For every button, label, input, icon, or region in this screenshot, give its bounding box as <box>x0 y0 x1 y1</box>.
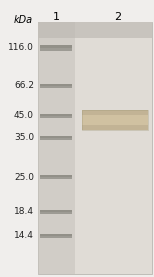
Bar <box>40 86 72 88</box>
Bar <box>40 175 72 179</box>
Bar <box>40 138 72 140</box>
Bar <box>82 115 148 125</box>
Bar <box>75 22 152 274</box>
Bar <box>40 234 72 238</box>
Bar <box>40 48 72 51</box>
Bar <box>40 84 72 88</box>
Bar <box>40 45 72 51</box>
Bar <box>38 22 152 38</box>
Text: 25.0: 25.0 <box>14 173 34 181</box>
Bar <box>40 116 72 118</box>
Bar <box>38 22 152 274</box>
Bar <box>82 110 148 130</box>
Bar <box>82 110 148 130</box>
Bar <box>40 114 72 118</box>
Text: kDa: kDa <box>14 15 33 25</box>
Bar <box>40 236 72 238</box>
Bar <box>38 22 75 274</box>
Bar <box>40 177 72 179</box>
Text: 14.4: 14.4 <box>14 232 34 240</box>
Text: 18.4: 18.4 <box>14 207 34 217</box>
Text: 2: 2 <box>114 12 122 22</box>
Text: 66.2: 66.2 <box>14 81 34 91</box>
Bar <box>40 212 72 214</box>
Text: 45.0: 45.0 <box>14 112 34 120</box>
Text: 1: 1 <box>53 12 59 22</box>
Text: 116.0: 116.0 <box>8 43 34 53</box>
Bar <box>40 136 72 140</box>
Bar <box>40 210 72 214</box>
Text: 35.0: 35.0 <box>14 134 34 142</box>
